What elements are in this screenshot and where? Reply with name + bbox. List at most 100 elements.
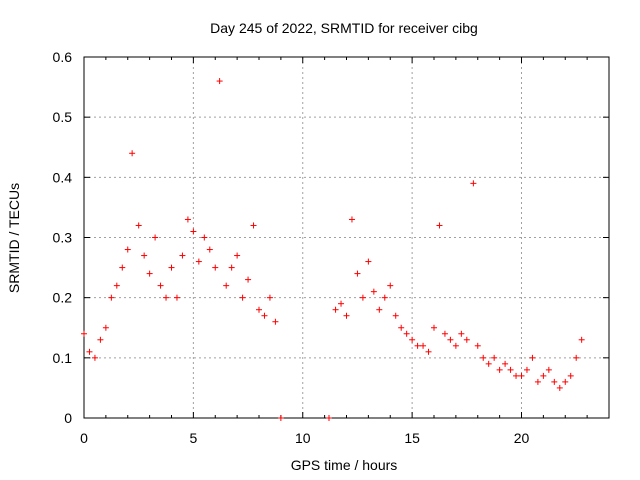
data-point <box>409 336 416 343</box>
data-point <box>441 330 448 337</box>
data-point <box>97 336 104 343</box>
y-tick-label: 0.4 <box>53 169 73 185</box>
data-point <box>250 222 257 229</box>
data-point <box>348 216 355 223</box>
data-point <box>266 294 273 301</box>
data-point <box>436 222 443 229</box>
data-point <box>398 324 405 331</box>
data-point <box>195 258 202 265</box>
data-point <box>152 234 159 241</box>
x-tick-label: 10 <box>295 430 311 446</box>
data-point <box>190 228 197 235</box>
data-point <box>261 312 268 319</box>
data-point <box>562 378 569 385</box>
data-point <box>359 294 366 301</box>
data-point <box>470 180 477 187</box>
data-point <box>216 78 223 85</box>
data-point <box>529 354 536 361</box>
data-point <box>179 252 186 259</box>
data-point <box>184 216 191 223</box>
data-point <box>381 294 388 301</box>
data-point <box>420 342 427 349</box>
data-point <box>338 300 345 307</box>
data-point <box>491 354 498 361</box>
data-point <box>534 378 541 385</box>
data-point <box>135 222 142 229</box>
data-point <box>403 330 410 337</box>
data-point <box>326 415 332 421</box>
data-point <box>480 354 487 361</box>
data-point <box>223 282 230 289</box>
y-tick-label: 0.6 <box>53 49 73 65</box>
data-point <box>129 150 136 157</box>
data-point <box>157 282 164 289</box>
data-point <box>392 312 399 319</box>
data-point <box>245 276 252 283</box>
data-point <box>370 288 377 295</box>
x-axis-title: GPS time / hours <box>291 457 398 473</box>
data-point <box>502 360 509 367</box>
data-point <box>551 378 558 385</box>
data-point <box>376 306 383 313</box>
x-tick-label: 20 <box>514 430 530 446</box>
data-point <box>108 294 115 301</box>
x-tick-label: 5 <box>189 430 197 446</box>
data-point <box>431 324 437 331</box>
data-point <box>119 264 126 271</box>
y-tick-labels: 0 0.1 0.2 0.3 0.4 0.5 0.6 <box>53 49 73 426</box>
data-point <box>228 264 235 271</box>
data-point <box>86 348 93 355</box>
data-point <box>234 252 241 259</box>
x-tick-label: 15 <box>404 430 420 446</box>
data-point <box>458 330 465 337</box>
data-point <box>414 342 421 349</box>
data-point <box>463 336 470 343</box>
data-point <box>256 306 262 313</box>
data-point <box>474 342 481 349</box>
data-point <box>507 366 514 373</box>
y-tick-label: 0.3 <box>53 230 73 246</box>
data-point <box>168 264 175 271</box>
axis-ticks <box>83 56 609 419</box>
data-point <box>518 372 525 379</box>
data-point <box>523 366 530 373</box>
chart-title: Day 245 of 2022, SRMTID for receiver cib… <box>210 20 478 36</box>
data-point <box>91 354 98 361</box>
data-point <box>447 336 454 343</box>
data-point <box>567 372 574 379</box>
data-point <box>452 342 459 349</box>
data-point <box>277 415 284 421</box>
y-axis-title: SRMTID / TECUs <box>6 183 22 293</box>
data-point <box>485 360 492 367</box>
data-point <box>239 294 246 301</box>
y-tick-label: 0 <box>64 410 72 426</box>
data-point <box>141 252 148 259</box>
data-point <box>272 318 279 325</box>
data-point <box>124 246 131 253</box>
data-point <box>163 294 170 301</box>
data-point <box>354 270 361 277</box>
data-point <box>578 336 585 343</box>
data-point <box>212 264 219 271</box>
data-point <box>425 348 432 355</box>
data-point <box>496 366 503 373</box>
data-point <box>102 324 109 331</box>
data-point <box>206 246 213 253</box>
data-point <box>113 282 120 289</box>
x-tick-labels: 0 5 10 15 20 <box>80 430 529 446</box>
data-point <box>146 270 153 277</box>
data-point <box>81 330 87 337</box>
data-point <box>545 366 552 373</box>
data-point <box>513 372 520 379</box>
data-point <box>556 384 563 391</box>
data-point <box>343 312 350 319</box>
grid <box>84 57 609 418</box>
y-tick-label: 0.5 <box>53 109 73 125</box>
y-tick-label: 0.2 <box>53 290 73 306</box>
data-point <box>173 294 180 301</box>
x-tick-label: 0 <box>80 430 88 446</box>
y-tick-label: 0.1 <box>53 350 73 366</box>
data-point <box>332 306 339 313</box>
data-points <box>81 78 585 421</box>
